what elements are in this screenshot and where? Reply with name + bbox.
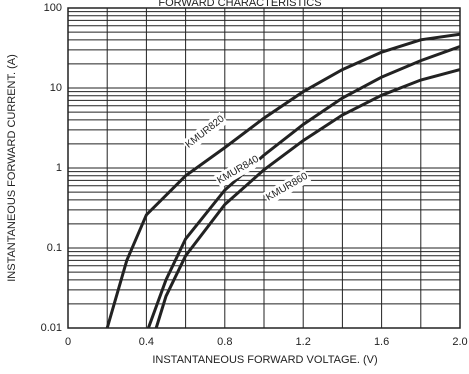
x-tick-label: 1.6 xyxy=(374,336,389,348)
series-label-bg xyxy=(262,168,312,206)
y-axis-label: INSTANTANEOUS FORWARD CURRENT. (A) xyxy=(6,54,18,282)
x-tick-label: 2.0 xyxy=(452,336,467,348)
x-tick-label: 0.4 xyxy=(139,336,154,348)
chart-title: FORWARD CHARACTERISTICS xyxy=(158,0,321,9)
series-label: KMUR840 xyxy=(215,154,261,187)
y-tick-label: 100 xyxy=(44,2,62,14)
series-line xyxy=(105,32,460,328)
y-tick-label: 10 xyxy=(50,82,62,94)
series-label-bg xyxy=(181,111,229,153)
series-line xyxy=(154,68,460,328)
x-tick-label: 0 xyxy=(65,336,71,348)
y-tick-label: 0.01 xyxy=(41,322,62,334)
series-label: KMUR820 xyxy=(184,113,227,150)
y-tick-label: 0.1 xyxy=(47,242,62,254)
series-line xyxy=(146,45,460,328)
plot-frame xyxy=(67,7,461,329)
y-tick-label: 1 xyxy=(56,162,62,174)
x-tick-label: 1.2 xyxy=(296,336,311,348)
series-label-bg xyxy=(213,151,263,189)
x-axis-label: INSTANTANEOUS FORWARD VOLTAGE. (V) xyxy=(152,354,377,366)
x-tick-label: 0.8 xyxy=(217,336,232,348)
